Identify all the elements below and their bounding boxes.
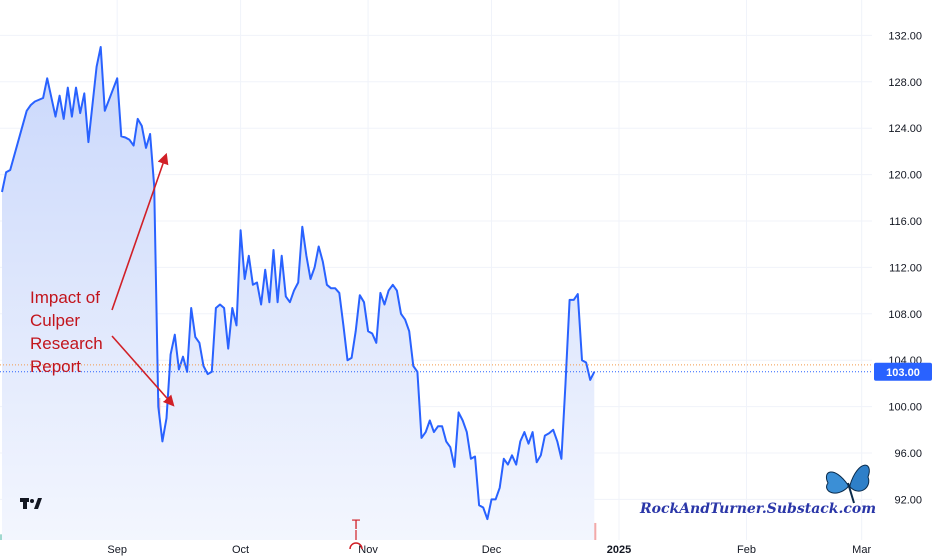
x-tick-label: 2025 [607,544,631,556]
event-marker-label: T [352,516,361,532]
y-tick-label: 112.00 [889,262,922,274]
y-axis: 132.00 128.00 124.00 120.00 116.00 112.00 108.… [888,30,922,506]
annotation-line-1: Impact of [30,288,100,307]
last-price-tag: 103.00 [874,362,932,381]
x-tick-label: Nov [358,544,378,556]
x-axis: Sep Oct Nov Dec 2025 Feb Mar [107,544,871,556]
y-tick-label: 100.00 [888,402,922,414]
x-tick-label: Feb [737,544,756,556]
y-tick-label: 96.00 [894,448,922,460]
butterfly-icon [826,464,870,504]
annotation-line-4: Report [30,357,81,376]
price-line [1,46,596,521]
y-tick-label: 92.00 [894,494,922,506]
tradingview-logo [20,498,42,509]
annotation-arrow-down [111,335,175,407]
event-marker: T [349,516,363,550]
x-tick-label: Sep [107,544,127,556]
y-tick-label: 132.00 [888,30,922,42]
x-tick-label: Oct [232,544,249,556]
y-tick-label: 120.00 [888,170,922,182]
annotation-arrow-up [111,152,169,311]
price-area-fill [2,47,595,540]
x-tick-label: Dec [482,544,502,556]
annotation-line-3: Research [30,334,103,353]
y-tick-label: 128.00 [888,77,922,89]
volume-bar [592,522,597,540]
x-tick-label: Mar [852,544,871,556]
annotation-line-2: Culper [30,311,80,330]
y-tick-label: 124.00 [888,123,922,135]
culper-annotation: Impact of Culper Research Report [30,152,175,407]
watermark-text: RockAndTurner.Substack.com [639,501,876,517]
last-price-label: 103.00 [886,367,920,379]
y-tick-label: 108.00 [888,309,922,321]
y-tick-label: 116.00 [889,216,922,228]
